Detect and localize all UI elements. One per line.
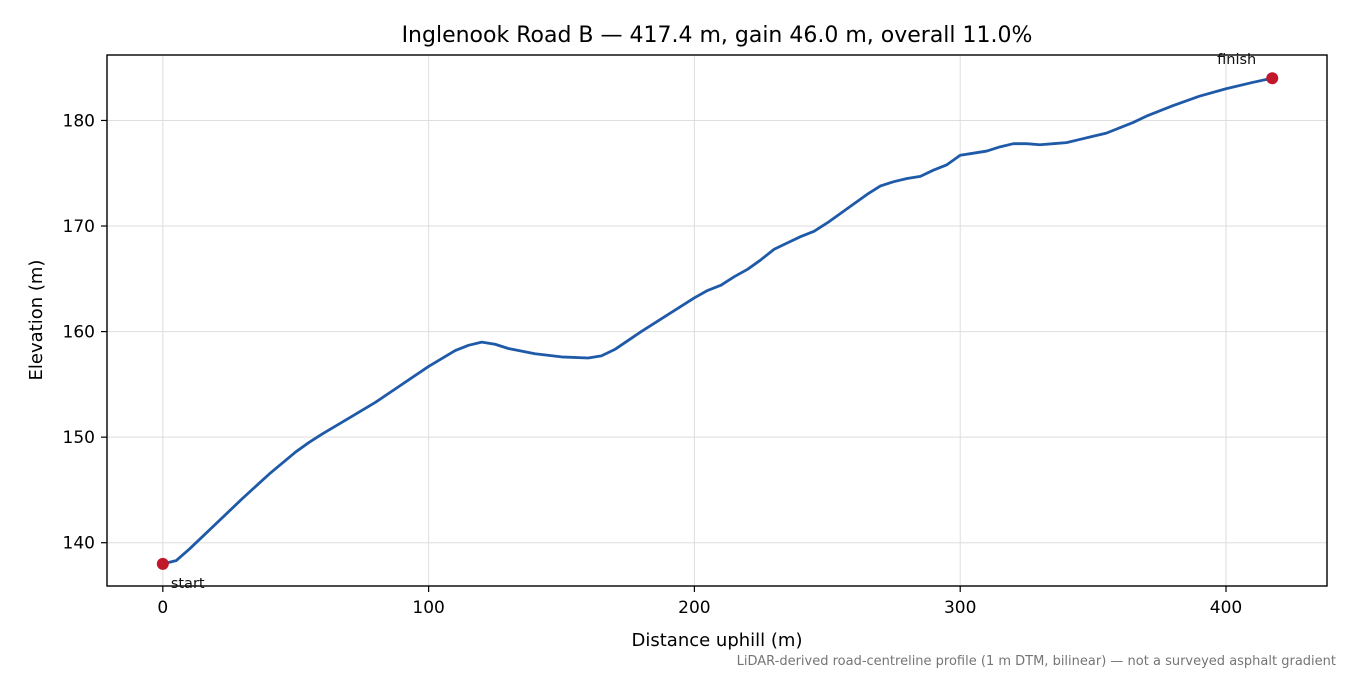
plot-frame xyxy=(106,54,1328,587)
y-tick-label: 180 xyxy=(63,111,95,131)
x-tick-label: 300 xyxy=(944,598,976,618)
elevation-line xyxy=(161,76,1274,566)
start-marker xyxy=(156,557,169,570)
x-tick-label: 200 xyxy=(678,598,710,618)
x-axis-label: Distance uphill (m) xyxy=(632,630,803,651)
y-tick-label: 160 xyxy=(63,323,95,343)
finish-marker xyxy=(1266,72,1279,85)
y-tick-label: 140 xyxy=(63,534,95,554)
x-tick-label: 0 xyxy=(157,598,168,618)
y-axis-label: Elevation (m) xyxy=(26,260,47,381)
x-tick-label: 400 xyxy=(1210,598,1242,618)
finish-label: finish xyxy=(1217,52,1256,68)
y-tick-label: 150 xyxy=(63,428,95,448)
grid xyxy=(107,55,1327,586)
endpoint-markers: start finish xyxy=(156,52,1279,592)
y-tick-label: 170 xyxy=(63,217,95,237)
x-tick-label: 100 xyxy=(412,598,444,618)
x-axis: 0 100 200 300 400 xyxy=(157,586,1242,618)
y-axis: 140 150 160 170 180 xyxy=(63,111,107,554)
chart-title: Inglenook Road B — 417.4 m, gain 46.0 m,… xyxy=(402,23,1033,48)
footnote: LiDAR-derived road-centreline profile (1… xyxy=(737,654,1336,669)
start-label: start xyxy=(171,576,205,592)
